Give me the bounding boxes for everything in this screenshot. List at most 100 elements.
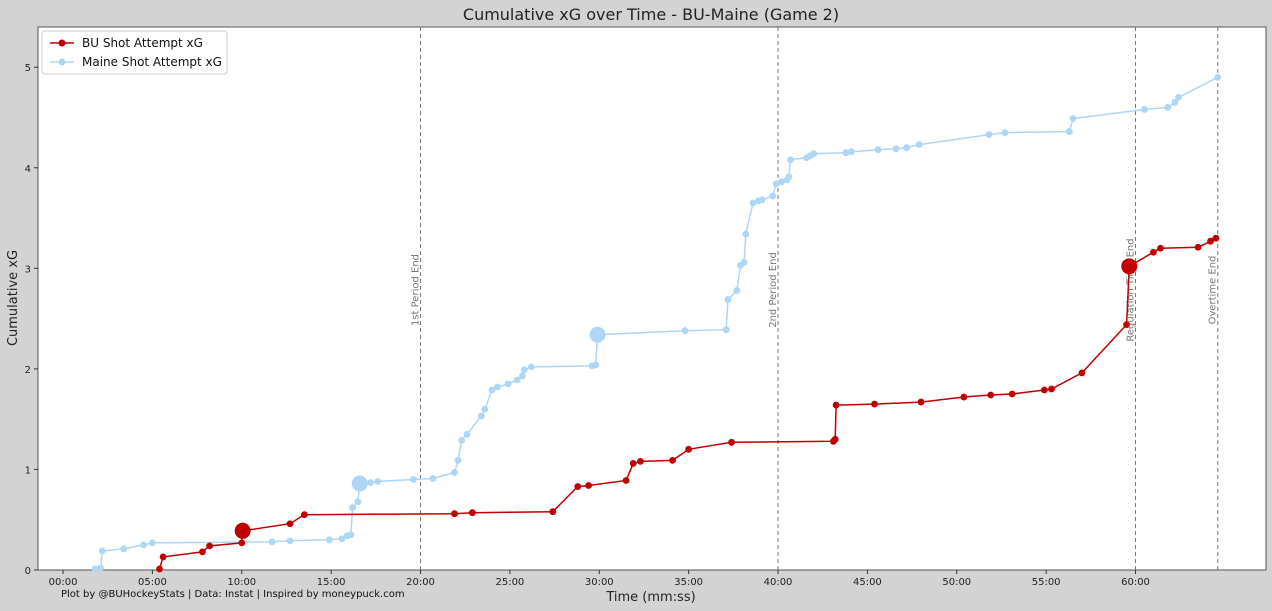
data-point-maine bbox=[429, 475, 437, 482]
data-point-bu bbox=[585, 482, 592, 489]
period-line-label-1: 2nd Period End bbox=[768, 252, 779, 328]
legend-label-maine: Maine Shot Attempt xG bbox=[82, 55, 222, 69]
goal-point-maine bbox=[351, 475, 368, 492]
x-tick-label-11: 55:00 bbox=[1032, 577, 1061, 588]
data-point-maine bbox=[785, 173, 793, 181]
data-point-bu bbox=[1008, 390, 1016, 398]
data-point-bu bbox=[1048, 385, 1055, 393]
data-point-bu bbox=[238, 539, 246, 547]
data-point-bu bbox=[669, 456, 676, 464]
data-point-maine bbox=[349, 504, 356, 512]
data-point-bu bbox=[1149, 248, 1157, 256]
data-point-maine bbox=[892, 145, 900, 153]
data-point-maine bbox=[91, 565, 99, 573]
period-line-label-0: 1st Period End bbox=[411, 254, 422, 326]
x-axis-label: Time (mm:ss) bbox=[605, 590, 695, 605]
data-point-maine bbox=[519, 372, 526, 380]
x-tick-label-3: 15:00 bbox=[317, 577, 346, 588]
x-tick-label-4: 20:00 bbox=[406, 577, 435, 588]
data-point-bu bbox=[159, 553, 167, 561]
x-tick-label-10: 50:00 bbox=[942, 577, 971, 588]
data-point-maine bbox=[1171, 99, 1179, 106]
data-point-maine bbox=[409, 476, 417, 483]
data-point-bu bbox=[574, 483, 582, 490]
data-point-maine bbox=[810, 150, 818, 158]
data-point-maine bbox=[97, 564, 104, 572]
data-point-maine bbox=[325, 536, 333, 544]
goal-point-bu bbox=[1121, 258, 1138, 275]
data-point-bu bbox=[871, 400, 878, 408]
data-point-bu bbox=[1040, 386, 1048, 394]
x-tick-label-5: 25:00 bbox=[495, 577, 524, 588]
period-line-label-2: Regulation Time End bbox=[1126, 238, 1137, 341]
data-point-maine bbox=[120, 545, 128, 553]
x-tick-label-9: 45:00 bbox=[853, 577, 882, 588]
x-tick-label-8: 40:00 bbox=[764, 577, 793, 588]
period-line-label-3: Overtime End bbox=[1208, 256, 1219, 325]
y-tick-label-5: 5 bbox=[25, 63, 31, 74]
data-point-bu bbox=[832, 401, 840, 409]
data-point-maine bbox=[527, 363, 535, 371]
data-point-bu bbox=[451, 510, 458, 518]
data-point-maine bbox=[520, 366, 528, 374]
data-point-maine bbox=[769, 192, 777, 200]
data-point-maine bbox=[148, 539, 156, 547]
data-point-bu bbox=[1212, 234, 1220, 242]
data-point-maine bbox=[778, 178, 785, 186]
data-point-maine bbox=[347, 531, 355, 539]
data-point-bu bbox=[685, 445, 693, 453]
y-tick-label-3: 3 bbox=[25, 264, 31, 275]
x-tick-label-7: 35:00 bbox=[674, 577, 703, 588]
goal-point-maine bbox=[589, 326, 606, 343]
data-point-bu bbox=[622, 477, 630, 484]
data-point-bu bbox=[629, 460, 637, 467]
data-point-maine bbox=[787, 156, 794, 164]
data-point-maine bbox=[1001, 129, 1009, 136]
credit-text: Plot by @BUHockeyStats | Data: Instat | … bbox=[61, 589, 405, 600]
data-point-maine bbox=[733, 287, 741, 294]
legend-marker-bu bbox=[58, 39, 66, 47]
x-tick-label-1: 05:00 bbox=[138, 577, 167, 588]
data-point-bu bbox=[831, 435, 839, 443]
y-tick-label-0: 0 bbox=[25, 566, 31, 577]
data-point-maine bbox=[985, 131, 993, 138]
data-point-maine bbox=[488, 386, 496, 394]
data-point-bu bbox=[728, 438, 735, 446]
data-point-maine bbox=[367, 479, 374, 486]
x-tick-label-0: 00:00 bbox=[49, 577, 78, 588]
data-point-bu bbox=[960, 393, 968, 401]
data-point-bu bbox=[300, 511, 308, 519]
data-point-maine bbox=[1069, 115, 1077, 122]
data-point-maine bbox=[742, 230, 750, 238]
data-point-maine bbox=[681, 327, 689, 335]
data-point-bu bbox=[636, 458, 644, 465]
data-point-maine bbox=[874, 146, 882, 154]
data-point-bu bbox=[156, 565, 163, 573]
data-point-bu bbox=[549, 508, 557, 516]
data-point-maine bbox=[374, 478, 382, 485]
data-point-maine bbox=[481, 405, 489, 413]
data-point-maine bbox=[451, 469, 458, 476]
series-layer bbox=[91, 73, 1222, 573]
data-point-maine bbox=[903, 144, 911, 152]
legend-marker-maine bbox=[58, 58, 66, 66]
data-point-bu bbox=[468, 509, 476, 517]
period-lines: 1st Period End 2nd Period End Regulation T… bbox=[411, 27, 1219, 570]
y-axis: 0 1 2 3 4 5 bbox=[25, 63, 38, 577]
y-tick-label-1: 1 bbox=[25, 465, 31, 476]
data-point-maine bbox=[592, 361, 600, 369]
data-point-bu bbox=[1157, 244, 1164, 252]
data-point-maine bbox=[354, 498, 362, 506]
data-point-maine bbox=[758, 196, 766, 204]
data-point-bu bbox=[206, 542, 213, 550]
x-axis: 00:00 05:00 10:00 15:00 20:00 25:00 30:00 35:00… bbox=[49, 570, 1150, 588]
chart-title: Cumulative xG over Time - BU-Maine (Game… bbox=[463, 5, 839, 24]
data-point-maine bbox=[847, 148, 855, 156]
data-point-maine bbox=[338, 535, 346, 543]
data-point-maine bbox=[513, 376, 521, 384]
data-point-maine bbox=[1175, 93, 1182, 101]
data-point-maine bbox=[722, 326, 730, 334]
data-point-maine bbox=[98, 547, 106, 555]
data-point-bu bbox=[286, 520, 294, 528]
